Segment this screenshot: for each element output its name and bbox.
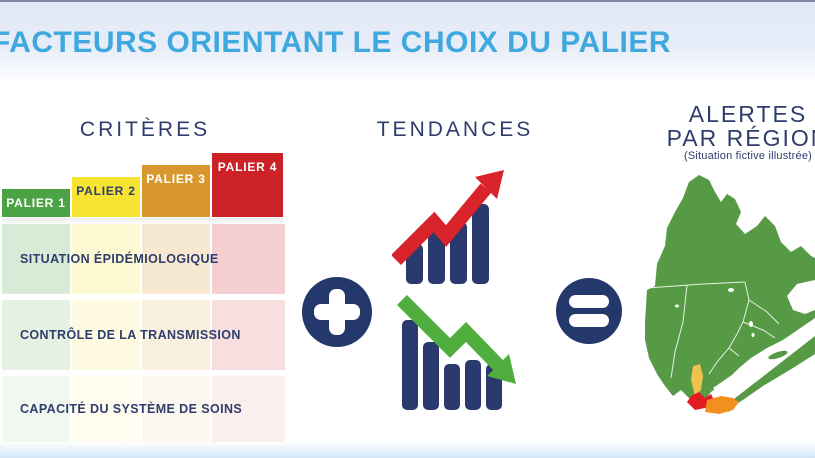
criteria-row-transmission: CONTRÔLE DE LA TRANSMISSION xyxy=(2,300,285,370)
bar-reflection xyxy=(2,218,283,224)
alerts-heading-line1: ALERTES xyxy=(688,101,808,127)
falling-bars xyxy=(402,320,502,410)
map-region-borders xyxy=(646,281,780,379)
criteria-row-label: SITUATION ÉPIDÉMIOLOGIQUE xyxy=(20,252,219,266)
header-band xyxy=(0,2,815,84)
trends-heading: TENDANCES xyxy=(376,118,534,141)
criteria-row-capacity: CAPACITÉ DU SYSTÈME DE SOINS xyxy=(2,376,285,442)
alerts-heading-line2: PAR RÉGION xyxy=(666,125,815,151)
rising-bars xyxy=(406,204,489,284)
criteria-heading: CRITÈRES xyxy=(79,118,211,141)
palier-2-label: PALIER 2 xyxy=(76,184,136,198)
row-tint-yellow xyxy=(72,300,140,370)
falling-arrow xyxy=(397,295,516,384)
row-tint-red xyxy=(212,224,285,294)
map-south-shore xyxy=(725,336,815,412)
row-tint-orange xyxy=(142,376,210,442)
map-st-lawrence-river xyxy=(713,318,815,402)
criteria-row-label: CONTRÔLE DE LA TRANSMISSION xyxy=(20,328,241,342)
quebec-region-alert-map xyxy=(645,175,815,414)
palier-4-label: PALIER 4 xyxy=(217,160,278,174)
row-tint-orange xyxy=(142,224,210,294)
top-border-line xyxy=(0,0,815,2)
map-orange-alert-region xyxy=(705,396,739,414)
criteria-row-epidemiology: SITUATION ÉPIDÉMIOLOGIQUE xyxy=(2,224,285,294)
equals-icon xyxy=(556,278,622,344)
map-lakes xyxy=(675,288,755,337)
row-tint-green xyxy=(2,224,70,294)
map-yellow-alert-region xyxy=(691,364,703,396)
rising-trend-chart-icon xyxy=(392,170,504,284)
row-tint-green xyxy=(2,376,70,442)
palier-3-bar: PALIER 3 xyxy=(142,165,210,217)
alerts-subtitle: (Situation fictive illustrée) xyxy=(683,150,813,162)
plus-icon xyxy=(302,277,372,347)
page-title: FACTEURS ORIENTANT LE CHOIX DU PALIER xyxy=(0,26,672,59)
map-anticosti-island xyxy=(768,350,788,360)
rising-arrow xyxy=(392,170,504,265)
criteria-row-label: CAPACITÉ DU SYSTÈME DE SOINS xyxy=(20,402,243,416)
row-tint-red xyxy=(212,376,285,442)
palier-1-bar: PALIER 1 xyxy=(2,189,70,217)
palier-3-label: PALIER 3 xyxy=(146,172,206,186)
palier-1-label: PALIER 1 xyxy=(6,196,66,210)
row-tint-red xyxy=(212,300,285,370)
row-tint-yellow xyxy=(72,376,140,442)
row-tint-yellow xyxy=(72,224,140,294)
footer-band xyxy=(0,442,815,458)
palier-2-bar: PALIER 2 xyxy=(72,177,140,217)
falling-trend-chart-icon xyxy=(397,295,516,410)
row-tint-orange xyxy=(142,300,210,370)
palier-4-bar: PALIER 4 xyxy=(212,153,283,217)
row-tint-green xyxy=(2,300,70,370)
